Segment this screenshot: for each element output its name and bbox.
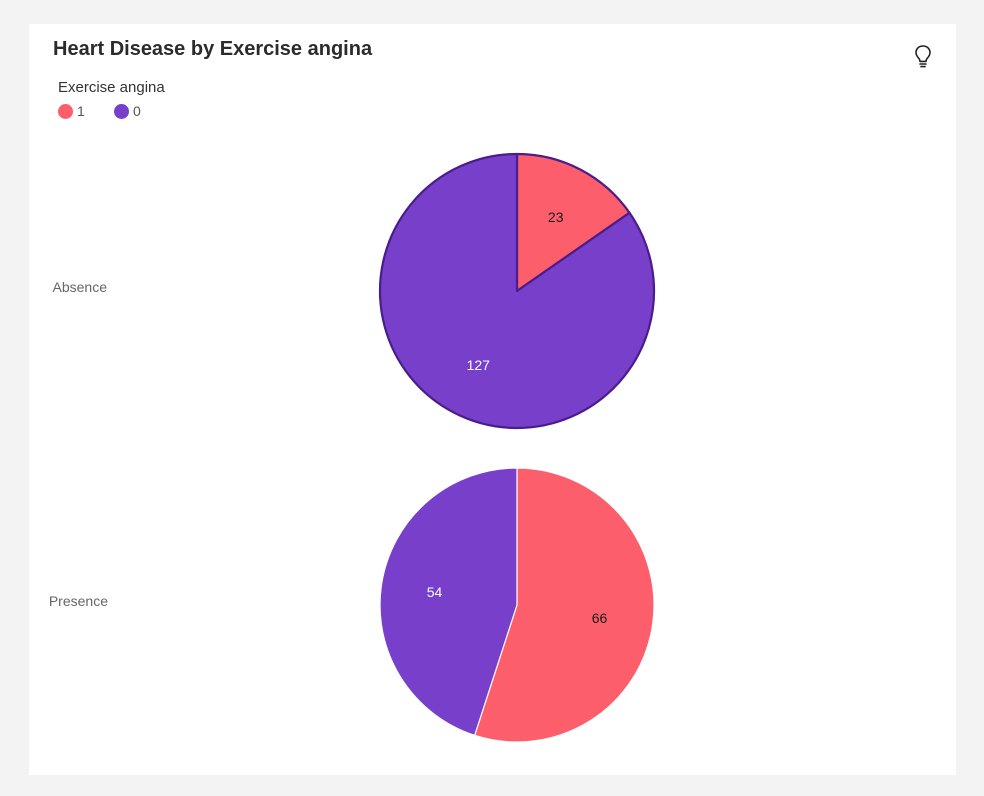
pie-slice-presence-0[interactable] xyxy=(379,467,518,736)
legend-item-1[interactable]: 1 xyxy=(58,102,85,120)
legend-swatch-0 xyxy=(114,103,129,119)
chart-card: Heart Disease by Exercise angina Exercis… xyxy=(29,24,956,775)
pie-presence: 66 54 xyxy=(379,467,655,743)
pie-slice-absence-1[interactable] xyxy=(515,152,631,293)
pie-slice-absence-0[interactable] xyxy=(378,152,656,430)
data-label-presence-1: 66 xyxy=(592,610,608,626)
pie-label-presence: Presence xyxy=(48,593,108,609)
data-label-absence-1: 23 xyxy=(548,209,564,225)
pie-slice-presence-1[interactable] xyxy=(474,467,655,743)
legend-title: Exercise angina xyxy=(58,79,165,96)
pie-absence: 23 127 xyxy=(378,152,656,430)
legend-label-0: 0 xyxy=(133,103,141,119)
data-label-presence-0: 54 xyxy=(427,584,443,600)
pie-label-absence: Absence xyxy=(52,279,107,295)
legend-label-1: 1 xyxy=(77,103,85,119)
insight-button[interactable] xyxy=(911,42,935,70)
pie-chart-plot: 23 127 66 54 xyxy=(378,152,656,743)
legend-swatch-1 xyxy=(58,103,73,119)
chart-title: Heart Disease by Exercise angina xyxy=(53,38,373,60)
data-label-absence-0: 127 xyxy=(467,357,491,373)
lightbulb-icon xyxy=(915,45,931,68)
legend-item-0[interactable]: 0 xyxy=(114,102,141,120)
